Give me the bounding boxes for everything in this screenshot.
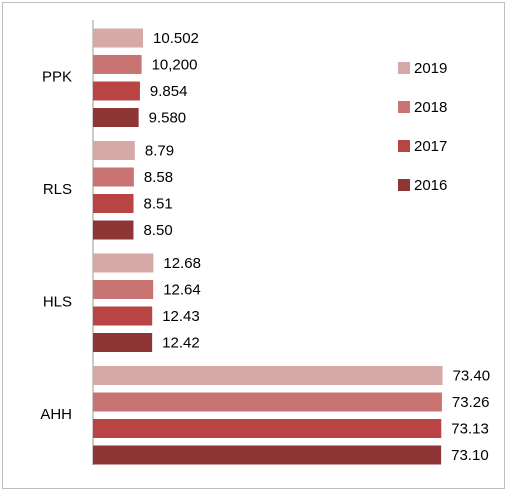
bar (93, 419, 442, 438)
data-label: 12.42 (162, 334, 200, 351)
y-tick-label: PPK (42, 69, 72, 86)
y-tick-label: HLS (43, 294, 72, 311)
data-label: 10.502 (153, 30, 199, 47)
bar (93, 55, 142, 74)
bar (93, 194, 134, 213)
legend-swatch (398, 179, 410, 191)
bar (93, 220, 134, 240)
bar (93, 445, 442, 465)
data-label: 10,200 (152, 56, 198, 73)
bar (93, 108, 139, 127)
data-label: 8.51 (144, 195, 173, 212)
data-label: 73.40 (453, 367, 491, 384)
legend-swatch (398, 62, 410, 74)
legend-swatch (398, 101, 410, 113)
bar (93, 333, 153, 352)
y-tick-label: RLS (43, 181, 72, 198)
data-label: 9.580 (149, 109, 187, 126)
legend-label: 2017 (414, 138, 447, 155)
data-label: 12.43 (162, 308, 200, 325)
data-label: 73.13 (451, 420, 489, 437)
bar (93, 167, 134, 187)
legend-label: 2018 (414, 99, 447, 116)
legend-swatch (398, 140, 410, 152)
data-label: 73.26 (452, 394, 490, 411)
data-label: 8.79 (145, 142, 174, 159)
bar (93, 392, 442, 412)
bar (93, 366, 443, 385)
y-tick-label: AHH (40, 406, 72, 423)
data-label: 12.68 (163, 255, 201, 272)
legend-label: 2019 (414, 60, 447, 77)
legend-label: 2016 (414, 177, 447, 194)
bar (93, 141, 135, 160)
bar (93, 306, 153, 326)
data-label: 12.64 (163, 281, 201, 298)
bar (93, 280, 154, 299)
data-label: 8.50 (143, 222, 172, 239)
bar (93, 28, 144, 48)
bar (93, 253, 154, 273)
bar (93, 81, 140, 101)
data-label: 73.10 (451, 447, 489, 464)
data-label: 9.854 (150, 83, 188, 100)
data-label: 8.58 (144, 169, 173, 186)
